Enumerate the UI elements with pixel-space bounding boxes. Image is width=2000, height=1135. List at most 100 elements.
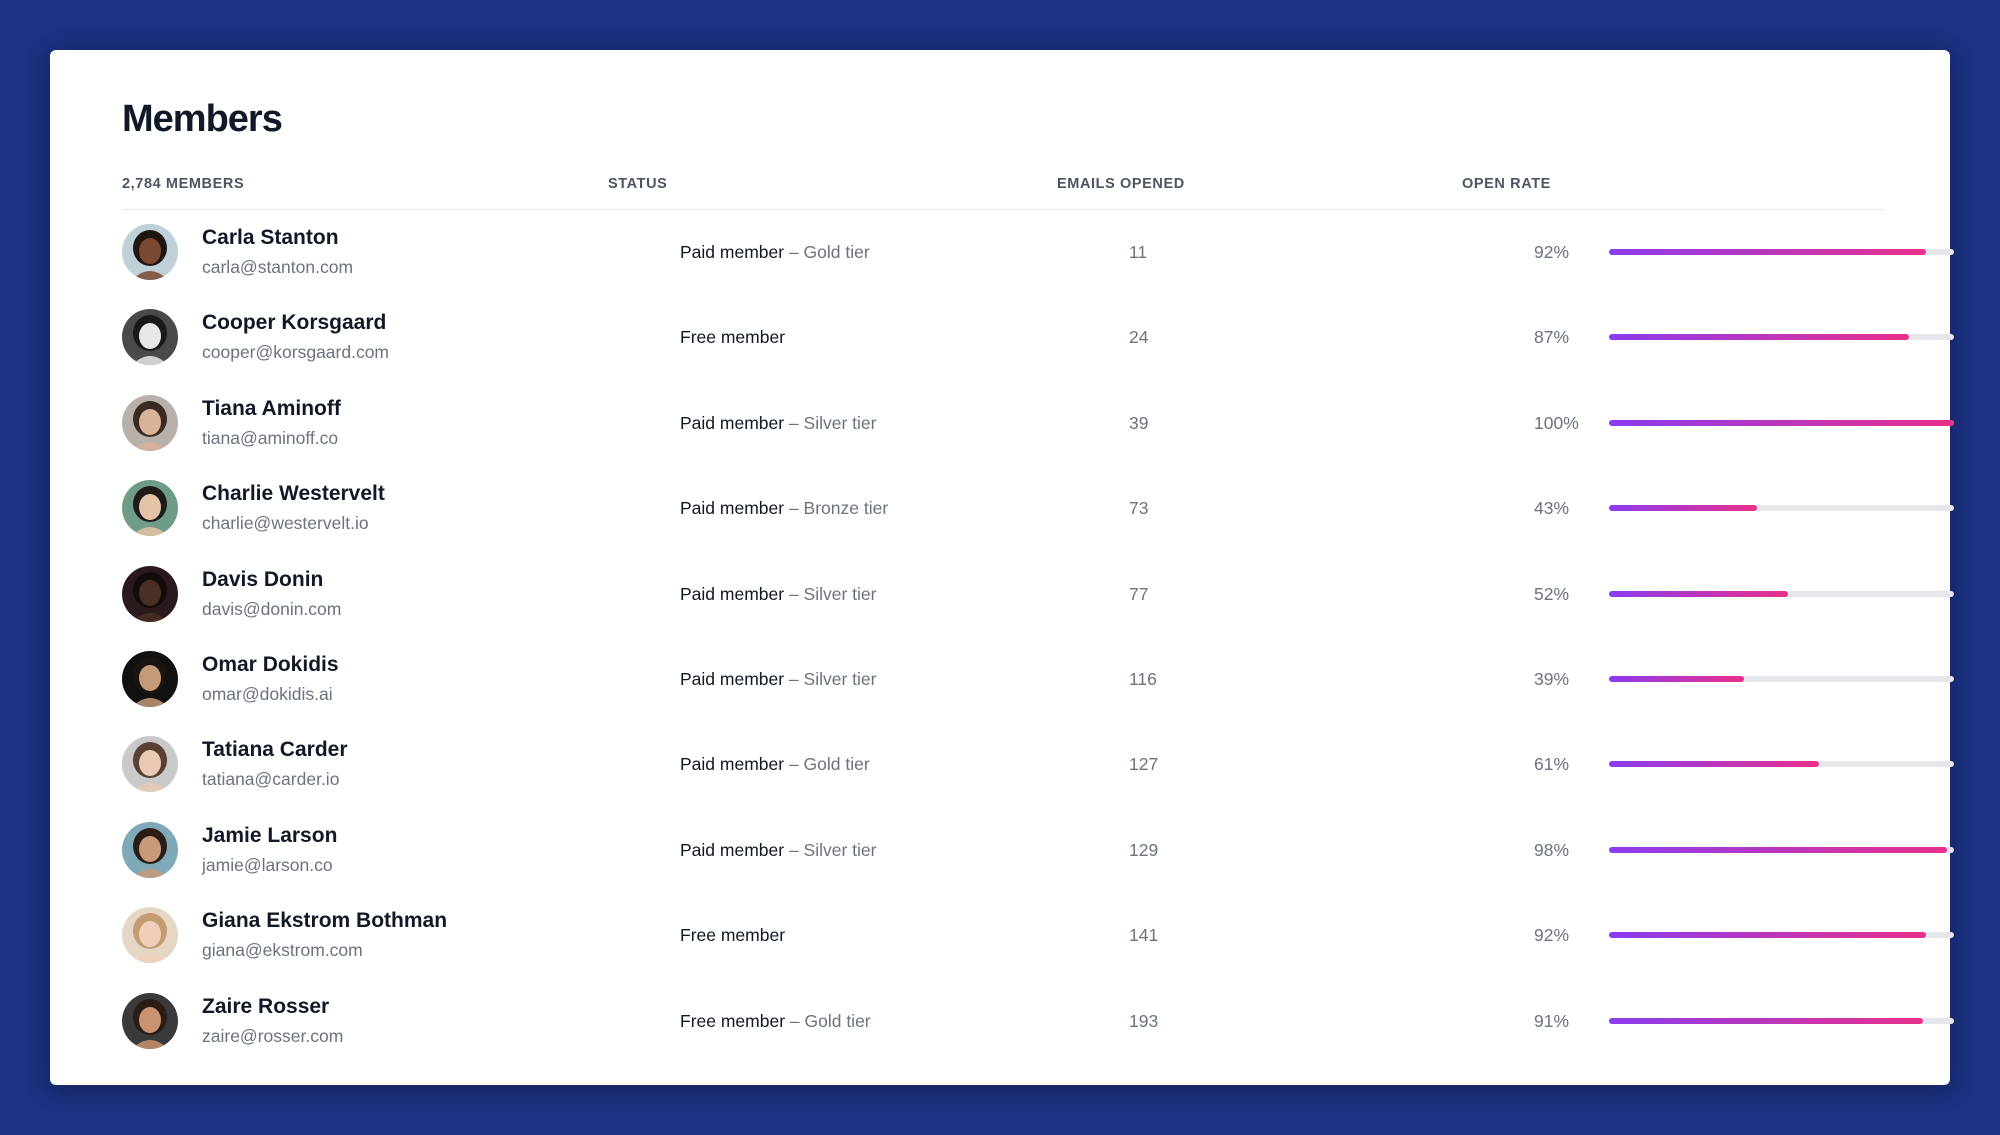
table-row[interactable]: Charlie Westervelt charlie@westervelt.io… [122, 466, 1954, 551]
open-rate-value: 39% [1534, 668, 1570, 689]
members-card: Members 2,784 MEMBERS STATUS EMAILS OPEN… [50, 50, 1954, 1085]
status-label: Free member [680, 925, 786, 946]
column-header-emails-opened[interactable]: EMAILS OPENED [1057, 176, 1185, 192]
member-status: Paid member – Silver tier [680, 584, 876, 605]
member-name[interactable]: Carla Stanton [202, 226, 339, 249]
avatar[interactable] [122, 736, 178, 793]
open-rate-bar [1609, 249, 1954, 255]
open-rate-bar [1609, 1017, 1954, 1024]
member-email[interactable]: tatiana@carder.io [202, 769, 340, 790]
member-status: Paid member – Silver tier [680, 840, 876, 861]
avatar[interactable] [122, 992, 178, 1049]
avatar[interactable] [122, 480, 178, 537]
open-rate-value: 87% [1534, 327, 1570, 348]
member-status: Paid member – Silver tier [680, 669, 876, 690]
table-row[interactable]: Davis Donin davis@donin.com Paid member … [122, 552, 1954, 637]
member-name[interactable]: Omar Dokidis [202, 652, 339, 676]
tier-label: – Gold tier [784, 242, 870, 262]
emails-opened-count: 141 [1129, 925, 1159, 946]
member-email[interactable]: cooper@korsgaard.com [202, 342, 390, 363]
open-rate-bar [1609, 590, 1954, 597]
member-status: Paid member – Gold tier [680, 754, 870, 775]
open-rate-bar [1609, 846, 1954, 853]
table-row[interactable]: Giana Ekstrom Bothman giana@ekstrom.com … [122, 893, 1954, 978]
member-email[interactable]: charlie@westervelt.io [202, 513, 369, 534]
status-label: Paid member [680, 668, 785, 689]
emails-opened-count: 39 [1129, 412, 1149, 433]
avatar[interactable] [122, 650, 178, 707]
avatar[interactable] [122, 224, 178, 280]
open-rate-bar-fill [1609, 505, 1758, 512]
table-row[interactable]: Carla Stanton carla@stanton.com Paid mem… [122, 210, 1954, 295]
table-row[interactable]: Tiana Aminoff tiana@aminoff.co Paid memb… [122, 381, 1954, 466]
open-rate-value: 100% [1534, 412, 1579, 433]
member-name[interactable]: Tatiana Carder [202, 738, 348, 762]
member-status: Paid member – Gold tier [680, 242, 870, 263]
member-name[interactable]: Giana Ekstrom Bothman [202, 909, 448, 933]
status-label: Paid member [680, 242, 785, 262]
member-email[interactable]: zaire@rosser.com [202, 1025, 344, 1046]
open-rate-bar-fill [1609, 334, 1910, 341]
open-rate-value: 61% [1534, 754, 1570, 775]
member-email[interactable]: carla@stanton.com [202, 257, 354, 277]
member-email[interactable]: giana@ekstrom.com [202, 940, 363, 961]
page-title: Members [122, 98, 283, 140]
column-header-status[interactable]: STATUS [608, 176, 668, 192]
open-rate-value: 43% [1534, 498, 1570, 519]
emails-opened-count: 73 [1129, 498, 1149, 519]
open-rate-bar [1609, 334, 1954, 341]
open-rate-bar-fill [1609, 1017, 1923, 1024]
open-rate-bar-fill [1609, 675, 1744, 682]
table-row[interactable]: Omar Dokidis omar@dokidis.ai Paid member… [122, 637, 1954, 722]
member-status: Free member – Gold tier [680, 1011, 871, 1032]
open-rate-bar-fill [1609, 419, 1954, 426]
tier-label: – Gold tier [785, 1010, 871, 1031]
avatar[interactable] [122, 394, 178, 451]
status-label: Paid member [680, 498, 785, 519]
member-name[interactable]: Cooper Korsgaard [202, 311, 387, 335]
member-email[interactable]: omar@dokidis.ai [202, 683, 333, 704]
member-email[interactable]: davis@donin.com [202, 598, 342, 619]
table-row[interactable]: Tatiana Carder tatiana@carder.io Paid me… [122, 722, 1954, 807]
member-status: Paid member – Silver tier [680, 413, 876, 434]
member-name[interactable]: Charlie Westervelt [202, 482, 385, 506]
avatar[interactable] [122, 907, 178, 964]
open-rate-value: 98% [1534, 839, 1570, 860]
emails-opened-count: 127 [1129, 754, 1159, 775]
tier-label: – Silver tier [784, 583, 877, 604]
avatar[interactable] [122, 821, 178, 878]
emails-opened-count: 77 [1129, 583, 1149, 604]
member-name[interactable]: Zaire Rosser [202, 994, 330, 1018]
open-rate-bar-fill [1609, 249, 1927, 255]
tier-label: – Silver tier [784, 668, 877, 689]
tier-label: – Gold tier [784, 754, 870, 775]
status-label: Paid member [680, 839, 785, 860]
tier-label: – Silver tier [784, 839, 877, 860]
emails-opened-count: 193 [1129, 1010, 1159, 1031]
open-rate-bar-fill [1609, 932, 1927, 939]
avatar[interactable] [122, 565, 178, 622]
member-status: Paid member – Bronze tier [680, 498, 888, 519]
emails-opened-count: 24 [1129, 327, 1149, 348]
open-rate-bar [1609, 932, 1954, 939]
open-rate-bar [1609, 761, 1954, 768]
member-name[interactable]: Tiana Aminoff [202, 396, 341, 420]
open-rate-bar [1609, 675, 1954, 682]
open-rate-value: 91% [1534, 1010, 1570, 1031]
member-name[interactable]: Davis Donin [202, 567, 324, 591]
table-row[interactable]: Jamie Larson jamie@larson.co Paid member… [122, 808, 1954, 893]
table-header: 2,784 MEMBERS STATUS EMAILS OPENED OPEN … [122, 176, 1884, 210]
column-header-members[interactable]: 2,784 MEMBERS [122, 176, 245, 192]
status-label: Paid member [680, 754, 785, 775]
table-row[interactable]: Zaire Rosser zaire@rosser.com Free membe… [122, 979, 1954, 1064]
member-email[interactable]: tiana@aminoff.co [202, 427, 339, 448]
member-name[interactable]: Jamie Larson [202, 823, 338, 847]
table-row[interactable]: Cooper Korsgaard cooper@korsgaard.com Fr… [122, 295, 1954, 380]
open-rate-bar [1609, 419, 1954, 426]
open-rate-value: 52% [1534, 583, 1570, 604]
member-status: Free member [680, 327, 785, 348]
member-email[interactable]: jamie@larson.co [202, 854, 333, 875]
open-rate-bar [1609, 505, 1954, 512]
column-header-open-rate[interactable]: OPEN RATE [1462, 176, 1551, 192]
avatar[interactable] [122, 309, 178, 366]
